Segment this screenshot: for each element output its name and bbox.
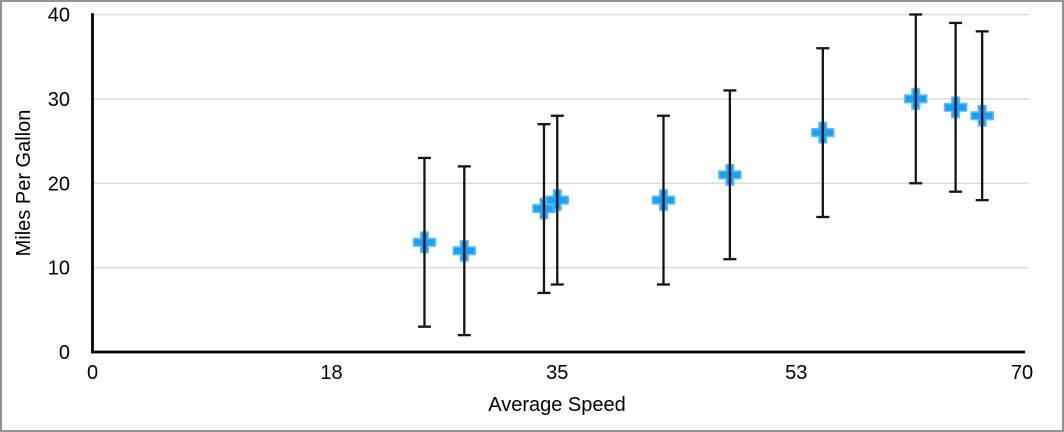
x-tick-label: 35 xyxy=(546,362,568,384)
y-tick-label: 0 xyxy=(59,342,70,364)
x-axis-title: Average Speed xyxy=(488,394,626,416)
y-tick-label: 20 xyxy=(48,173,70,195)
y-tick-label: 30 xyxy=(48,89,70,111)
x-tick-label: 18 xyxy=(320,362,342,384)
y-tick-label: 10 xyxy=(48,258,70,280)
x-tick-label: 70 xyxy=(1011,362,1033,384)
y-tick-label: 40 xyxy=(48,5,70,27)
x-tick-label: 53 xyxy=(785,362,807,384)
x-tick-label: 0 xyxy=(87,362,98,384)
